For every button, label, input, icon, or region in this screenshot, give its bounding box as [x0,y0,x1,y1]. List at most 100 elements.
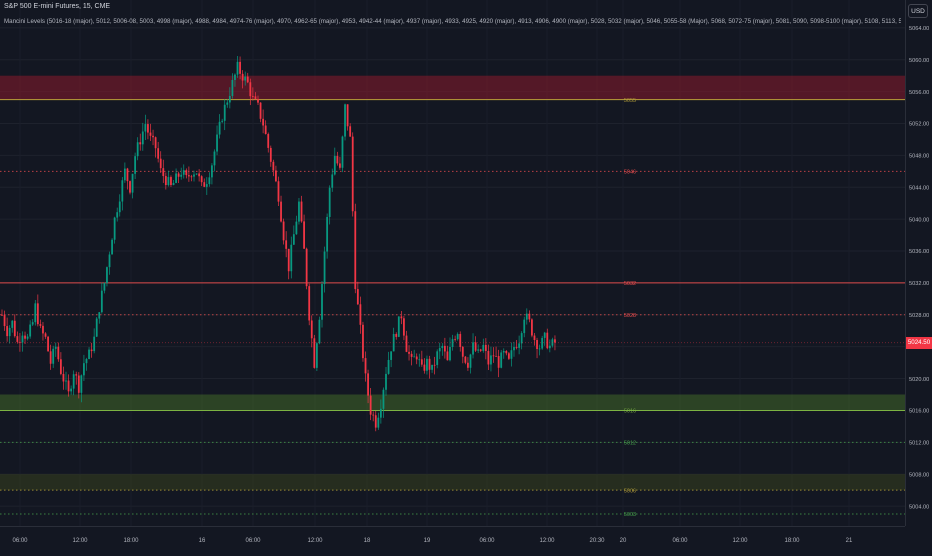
currency-button[interactable]: USD [908,4,928,18]
time-tick-label: 18:00 [784,538,800,544]
candle-body [178,173,180,176]
candle-body [255,96,257,99]
candle-body [311,320,313,338]
candle-body [24,336,26,339]
candle-body [436,351,438,365]
time-tick-label: 19 [424,538,431,544]
candle-body [377,418,379,428]
price-tick-label: 5056.00 [909,90,929,96]
chart-plot-area[interactable]: 506850555046503250285016501250065003 [0,0,905,526]
candle-body [22,336,24,343]
candle-body [298,202,300,222]
candle-body [493,355,495,356]
candle-body [129,181,131,192]
candle-body [229,96,231,102]
candle-body [214,152,216,166]
candle-body [162,168,164,176]
candle-body [155,137,157,148]
candle-body [375,415,377,427]
price-tick-label: 5040.00 [909,217,929,223]
candle-body [40,324,42,326]
candle-body [403,318,405,335]
candle-body [27,337,29,339]
candle-body [454,339,456,340]
time-tick-label: 12:00 [307,538,323,544]
candle-body [119,202,121,213]
candle-body [319,320,321,344]
candle-body [390,351,392,360]
candle-body [121,180,123,201]
candle-body [116,212,118,217]
candle-body [347,104,349,126]
level-label-5012: 5012 [624,441,636,447]
candle-body [216,135,218,152]
candle-body [242,74,244,81]
price-tick-label: 5028.00 [909,313,929,319]
candle-body [457,334,459,339]
candle-body [91,350,93,351]
candle-body [193,175,195,177]
candle-body [488,351,490,365]
candle-body [34,303,36,322]
candle-body [52,349,54,364]
indicator-legend[interactable]: Mancini Levels (5016-18 (major), 5012, 5… [4,18,901,25]
candle-body [385,374,387,390]
candle-body [367,373,369,395]
candle-body [406,336,408,352]
candle-body [516,347,518,348]
candle-body [237,62,239,75]
candle-body [144,124,146,131]
candle-body [365,358,367,373]
candle-body [360,304,362,325]
candle-body [521,333,523,343]
time-tick-label: 06:00 [672,538,688,544]
level-label-5006: 5006 [624,488,636,494]
price-axis[interactable]: 5004.005008.005012.005016.005020.005024.… [905,0,932,526]
time-tick-label: 20:30 [589,538,605,544]
candle-body [109,254,111,267]
candle-body [495,356,497,357]
candle-body [475,342,477,350]
candle-body [505,351,507,353]
candle-body [303,221,305,248]
candle-body [211,165,213,177]
candle-body [114,218,116,240]
price-axis-labels: 5004.005008.005012.005016.005020.005024.… [906,0,932,526]
candle-body [60,359,62,374]
level-label-5055: 5055 [624,98,636,104]
candle-body [132,174,134,193]
candle-body [482,345,484,351]
candle-body [191,176,193,177]
candlestick-chart[interactable]: 506850555046503250285016501250065003 [0,0,905,526]
candle-body [150,133,152,136]
candle-body [188,175,190,176]
level-zone [0,76,905,100]
candle-body [388,360,390,374]
level-label-5032: 5032 [624,281,636,287]
candle-body [372,415,374,416]
candle-body [101,291,103,313]
candle-body [196,174,198,175]
candle-body [395,334,397,337]
candle-body [541,338,543,349]
candle-body [127,169,129,182]
time-tick-label: 18:00 [123,538,139,544]
time-tick-label: 16 [199,538,206,544]
candle-body [137,142,139,156]
candle-body [296,222,298,235]
candle-body [485,345,487,351]
candle-body [539,349,541,350]
candle-body [549,346,551,349]
candle-body [418,359,420,360]
candle-body [285,240,287,249]
candle-body [42,326,44,334]
candle-body [357,289,359,304]
time-tick-label: 06:00 [12,538,28,544]
candle-body [221,121,223,122]
candle-body [275,170,277,181]
candle-body [244,77,246,81]
candle-body [424,365,426,371]
candle-body [421,359,423,364]
price-tick-label: 5060.00 [909,58,929,64]
